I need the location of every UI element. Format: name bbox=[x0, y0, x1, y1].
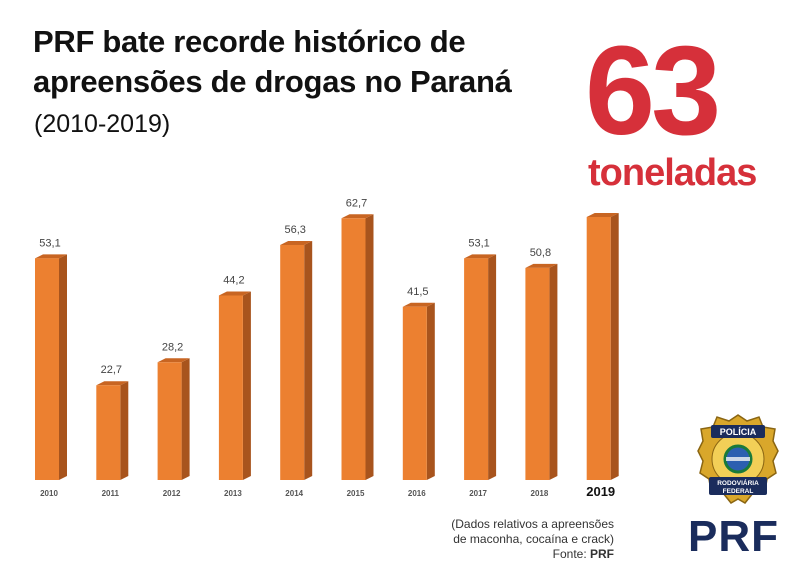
bar-side-2013 bbox=[242, 291, 251, 480]
bar-top-2015 bbox=[341, 214, 374, 219]
x-tick-2010: 2010 bbox=[40, 489, 58, 498]
bar-side-2019 bbox=[610, 213, 619, 480]
data-label-2011: 22,7 bbox=[101, 364, 122, 376]
period-subtitle: (2010-2019) bbox=[34, 110, 171, 138]
bar-side-2012 bbox=[181, 358, 190, 480]
bar-side-2010 bbox=[59, 254, 67, 480]
highlight-unit: toneladas bbox=[588, 152, 757, 194]
bar-top-2013 bbox=[218, 291, 251, 296]
bar-top-2012 bbox=[157, 358, 190, 363]
data-label-2012: 28,2 bbox=[162, 341, 183, 353]
badge-top-text: POLÍCIA bbox=[720, 427, 757, 437]
data-label-2015: 62,7 bbox=[346, 197, 367, 209]
source-note: (Dados relativos a apreensões de maconha… bbox=[451, 517, 614, 562]
source-line-2: de maconha, cocaína e crack) bbox=[453, 532, 614, 546]
prf-logo: PRF bbox=[688, 512, 779, 561]
x-tick-2013: 2013 bbox=[224, 489, 242, 498]
bar-2011 bbox=[96, 381, 129, 480]
bar-2010 bbox=[35, 254, 67, 480]
bar-top-2017 bbox=[464, 254, 497, 259]
data-label-2014: 56,3 bbox=[284, 224, 305, 236]
bar-front-2012 bbox=[157, 362, 182, 480]
bar-top-2014 bbox=[280, 240, 313, 245]
bar-top-2019 bbox=[586, 213, 619, 217]
bar-2015 bbox=[341, 214, 374, 480]
bar-front-2019 bbox=[586, 217, 611, 480]
highlight-number: 63 bbox=[585, 20, 721, 161]
source-name: PRF bbox=[590, 547, 614, 561]
bar-side-2015 bbox=[365, 214, 374, 480]
bar-2018 bbox=[525, 263, 558, 480]
bar-front-2015 bbox=[341, 218, 366, 480]
data-label-2018: 50,8 bbox=[530, 247, 551, 259]
data-label-2013: 44,2 bbox=[223, 274, 244, 286]
police-badge-icon: POLÍCIA RODOVIÁRIA FEDERAL bbox=[697, 414, 779, 504]
bar-2013 bbox=[218, 291, 251, 480]
badge-bottom-text-1: RODOVIÁRIA bbox=[717, 478, 759, 487]
bar-side-2017 bbox=[488, 254, 497, 480]
x-tick-2014: 2014 bbox=[285, 489, 303, 498]
x-tick-2017: 2017 bbox=[469, 489, 487, 498]
source-prefix: Fonte: bbox=[552, 547, 590, 561]
bar-front-2011 bbox=[96, 385, 121, 480]
bar-top-2018 bbox=[525, 263, 558, 268]
bar-front-2013 bbox=[218, 295, 243, 480]
bar-front-2017 bbox=[464, 258, 489, 480]
data-label-2017: 53,1 bbox=[468, 237, 489, 249]
bar-2017 bbox=[464, 254, 497, 480]
bar-side-2014 bbox=[304, 240, 313, 480]
bar-front-2018 bbox=[525, 267, 550, 480]
bar-2012 bbox=[157, 358, 190, 480]
bar-2019 bbox=[586, 213, 619, 480]
bar-top-2010 bbox=[35, 254, 67, 259]
bar-side-2018 bbox=[549, 263, 558, 480]
bar-top-2016 bbox=[402, 302, 435, 307]
bar-front-2010 bbox=[35, 258, 59, 480]
x-tick-2015: 2015 bbox=[347, 489, 365, 498]
data-label-2010: 53,1 bbox=[39, 237, 60, 249]
bar-2016 bbox=[402, 302, 435, 480]
bar-side-2016 bbox=[426, 302, 435, 480]
x-tick-2019: 2019 bbox=[586, 484, 615, 499]
page-title: PRF bate recorde histórico de apreensões… bbox=[33, 24, 512, 99]
bar-side-2011 bbox=[120, 381, 129, 480]
data-label-2016: 41,5 bbox=[407, 286, 428, 298]
x-tick-2012: 2012 bbox=[163, 489, 181, 498]
bar-front-2014 bbox=[280, 244, 305, 480]
bar-top-2011 bbox=[96, 381, 129, 386]
source-line-3: Fonte: PRF bbox=[451, 547, 614, 562]
x-tick-2016: 2016 bbox=[408, 489, 426, 498]
x-tick-2011: 2011 bbox=[102, 489, 120, 498]
badge-bottom-text-2: FEDERAL bbox=[723, 488, 754, 495]
bar-2014 bbox=[280, 240, 313, 480]
source-line-1: (Dados relativos a apreensões bbox=[451, 517, 614, 531]
bar-front-2016 bbox=[402, 306, 427, 480]
x-tick-2018: 2018 bbox=[531, 489, 549, 498]
